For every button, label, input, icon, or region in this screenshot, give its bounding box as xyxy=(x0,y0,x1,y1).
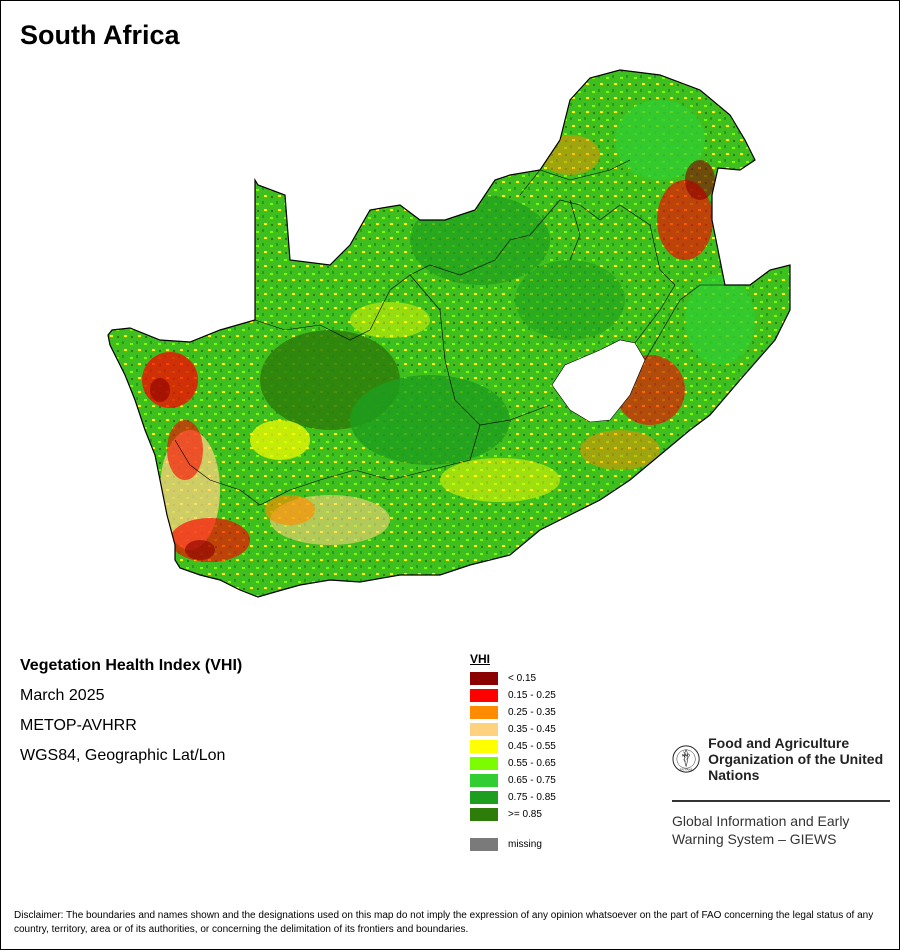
legend-swatch xyxy=(470,740,498,753)
vhi-map xyxy=(100,60,800,605)
legend-swatch-missing xyxy=(470,838,498,851)
legend-item-missing: missing xyxy=(470,836,556,853)
legend-item: < 0.15 xyxy=(470,670,556,687)
fao-divider xyxy=(672,800,890,802)
legend-label: >= 0.85 xyxy=(508,809,542,820)
svg-text:FIAT PANIS: FIAT PANIS xyxy=(680,769,693,772)
legend-item: 0.65 - 0.75 xyxy=(470,772,556,789)
legend-label: 0.25 - 0.35 xyxy=(508,707,556,718)
legend-label: < 0.15 xyxy=(508,673,537,684)
fao-header: FAO FIAT PANIS Food and Agriculture Orga… xyxy=(672,730,890,788)
svg-text:FAO: FAO xyxy=(682,753,690,758)
fao-organization-name: Food and Agriculture Organization of the… xyxy=(708,735,884,783)
legend-label: 0.45 - 0.55 xyxy=(508,741,556,752)
disclaimer-text: Disclaimer: The boundaries and names sho… xyxy=(14,910,874,935)
legend-swatch xyxy=(470,757,498,770)
province-boundaries xyxy=(174,159,725,506)
legend-item: >= 0.85 xyxy=(470,806,556,823)
legend-label-missing: missing xyxy=(508,839,542,850)
legend-swatch xyxy=(470,791,498,804)
legend-title: VHI xyxy=(470,652,491,666)
vhi-raster xyxy=(108,70,790,597)
legend-item: 0.35 - 0.45 xyxy=(470,721,556,738)
legend-swatch xyxy=(470,808,498,821)
product-name: Vegetation Health Index (VHI) xyxy=(20,657,243,674)
legend-swatch xyxy=(470,706,498,719)
sensor-name: METOP-AVHRR xyxy=(20,717,137,734)
legend-swatch xyxy=(470,723,498,736)
vhi-legend: VHI < 0.15 0.15 - 0.25 0.25 - 0.35 0.35 - 0… xyxy=(470,652,556,853)
legend-spacer xyxy=(470,823,556,836)
map-title: South Africa xyxy=(20,20,180,50)
legend-item: 0.15 - 0.25 xyxy=(470,687,556,704)
legend-swatch xyxy=(470,774,498,787)
legend-item: 0.25 - 0.35 xyxy=(470,704,556,721)
legend-label: 0.15 - 0.25 xyxy=(508,690,556,701)
giews-name: Global Information and Early Warning Sys… xyxy=(672,813,850,847)
legend-swatch xyxy=(470,689,498,702)
legend-swatch xyxy=(470,672,498,685)
map-metadata: Vegetation Health Index (VHI) March 2025… xyxy=(20,656,242,776)
legend-item: 0.45 - 0.55 xyxy=(470,738,556,755)
fao-logo-icon: FAO FIAT PANIS xyxy=(672,745,700,773)
legend-label: 0.75 - 0.85 xyxy=(508,792,556,803)
fao-branding: FAO FIAT PANIS Food and Agriculture Orga… xyxy=(672,730,890,848)
legend-item: 0.55 - 0.65 xyxy=(470,755,556,772)
legend-label: 0.35 - 0.45 xyxy=(508,724,556,735)
vhi-map-svg xyxy=(107,69,791,598)
legend-items: < 0.15 0.15 - 0.25 0.25 - 0.35 0.35 - 0.45 0… xyxy=(470,670,556,823)
legend-item: 0.75 - 0.85 xyxy=(470,789,556,806)
legend-label: 0.65 - 0.75 xyxy=(508,775,556,786)
projection-info: WGS84, Geographic Lat/Lon xyxy=(20,747,226,764)
legend-label: 0.55 - 0.65 xyxy=(508,758,556,769)
map-date: March 2025 xyxy=(20,687,105,704)
lesotho-hole xyxy=(551,339,646,423)
